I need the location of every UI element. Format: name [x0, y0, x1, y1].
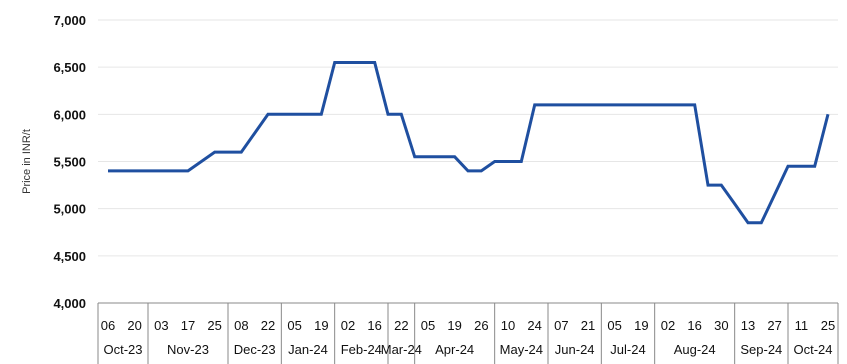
y-tick-label: 4,500	[53, 249, 86, 264]
month-label: Oct-24	[793, 342, 832, 357]
x-tick-label: 06	[101, 318, 115, 333]
month-label: Mar-24	[381, 342, 422, 357]
y-tick-label: 7,000	[53, 13, 86, 28]
month-label: Sep-24	[740, 342, 782, 357]
x-axis: 06 20 03 17 25 08 22 05 19 02 16 22 05 19 26 10 24 07 21 05…	[97, 303, 839, 364]
x-tick-label: 13	[741, 318, 755, 333]
x-tick-label: 25	[207, 318, 221, 333]
x-tick-label: 05	[287, 318, 301, 333]
x-tick-label: 20	[127, 318, 141, 333]
x-tick-label: 30	[714, 318, 728, 333]
month-label: Jul-24	[610, 342, 645, 357]
gridlines	[98, 19, 838, 304]
x-tick-label: 07	[554, 318, 568, 333]
y-tick-label: 6,000	[53, 107, 86, 122]
month-label: Aug-24	[674, 342, 716, 357]
month-label: May-24	[500, 342, 543, 357]
y-tick-label: 6,500	[53, 60, 86, 75]
x-tick-label: 17	[181, 318, 195, 333]
x-tick-label: 19	[634, 318, 648, 333]
x-tick-label: 19	[447, 318, 461, 333]
y-tick-label: 5,000	[53, 202, 86, 217]
price-series-line	[108, 61, 830, 225]
y-axis-label: Price in INR/t	[21, 129, 33, 194]
x-tick-label: 11	[795, 318, 809, 333]
x-tick-label: 22	[261, 318, 275, 333]
x-tick-label: 02	[661, 318, 675, 333]
x-tick-label: 27	[767, 318, 781, 333]
month-label: Jan-24	[288, 342, 328, 357]
x-tick-label: 10	[501, 318, 515, 333]
y-tick-label: 5,500	[53, 155, 86, 170]
x-tick-label: 08	[234, 318, 248, 333]
x-tick-label: 25	[821, 318, 835, 333]
x-tick-label: 24	[527, 318, 541, 333]
x-tick-label: 16	[687, 318, 701, 333]
month-label: Oct-23	[103, 342, 142, 357]
series-layer	[108, 61, 830, 225]
y-tick-label: 4,000	[53, 296, 86, 311]
x-tick-label: 26	[474, 318, 488, 333]
x-tick-label: 02	[341, 318, 355, 333]
month-label: Feb-24	[341, 342, 382, 357]
month-label: Jun-24	[555, 342, 595, 357]
x-tick-label: 19	[314, 318, 328, 333]
month-label: Nov-23	[167, 342, 209, 357]
x-tick-label: 22	[394, 318, 408, 333]
x-tick-label: 05	[607, 318, 621, 333]
x-tick-label: 21	[581, 318, 595, 333]
x-tick-label: 05	[421, 318, 435, 333]
x-tick-label: 16	[367, 318, 381, 333]
month-label: Dec-23	[234, 342, 276, 357]
y-axis: 4,000 4,500 5,000 5,500 6,000 6,500 7,000	[53, 13, 86, 311]
month-label: Apr-24	[435, 342, 474, 357]
x-tick-label: 03	[154, 318, 168, 333]
